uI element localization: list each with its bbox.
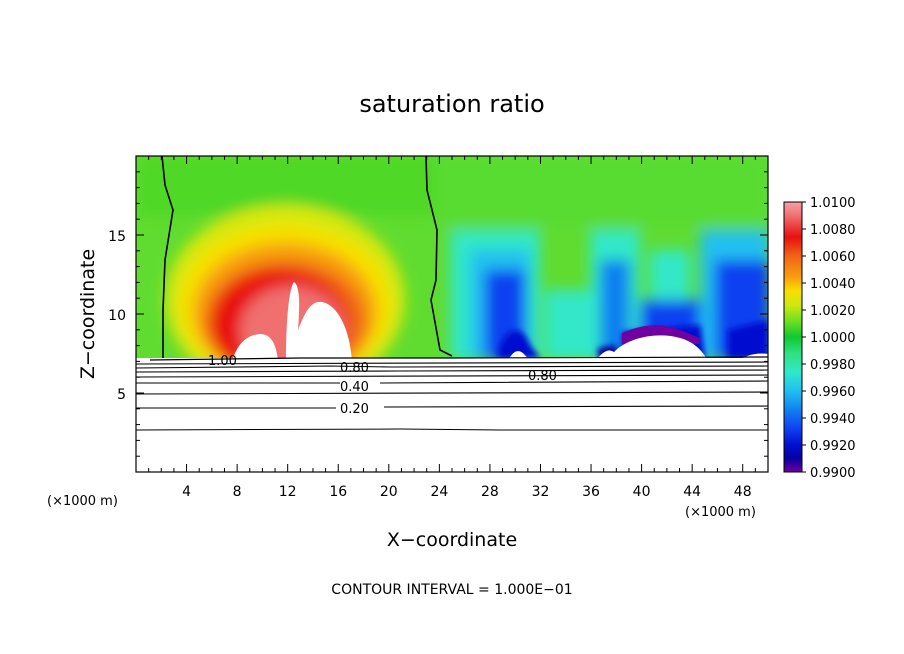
x-tick-label: 24 <box>430 484 448 500</box>
colorbar-label: 1.0020 <box>810 304 856 319</box>
colorbar-label: 0.9960 <box>810 385 856 400</box>
colorbar-label: 0.9940 <box>810 412 856 427</box>
x-tick-label: 40 <box>633 484 651 500</box>
contour-label: 0.80 <box>340 361 369 376</box>
x-unit-right: (×1000 m) <box>685 505 756 520</box>
x-tick-label: 8 <box>233 484 242 500</box>
colorbar-ticks <box>802 201 806 473</box>
colorbar <box>783 201 803 473</box>
y-axis-label: Z−coordinate <box>77 249 99 379</box>
colorbar-label: 1.0100 <box>810 196 856 211</box>
x-unit-left: (×1000 m) <box>47 494 118 509</box>
colorbar-label: 1.0040 <box>810 277 856 292</box>
contour-field <box>136 156 768 472</box>
y-tick-label: 15 <box>108 229 126 245</box>
x-tick-label: 44 <box>683 484 701 500</box>
x-tick-label: 12 <box>279 484 297 500</box>
contour-label: 0.40 <box>340 380 369 395</box>
x-tick-label: 32 <box>532 484 550 500</box>
colorbar-label: 0.9900 <box>810 466 856 481</box>
y-tick-label: 10 <box>108 308 126 324</box>
x-tick-labels: 4 8 12 16 20 24 28 32 36 40 44 48 <box>182 484 752 500</box>
contour-labels: 1.00 0.80 0.40 0.20 0.80 <box>208 354 557 417</box>
y-tick-label: 5 <box>117 387 126 403</box>
colorbar-labels: 1.0100 1.0080 1.0060 1.0040 1.0020 1.0000 0.99… <box>810 196 856 481</box>
contour-label: 1.00 <box>208 354 237 369</box>
axis-ticks <box>136 156 768 472</box>
x-tick-label: 48 <box>734 484 752 500</box>
x-tick-label: 36 <box>582 484 600 500</box>
x-tick-label: 20 <box>380 484 398 500</box>
colorbar-label: 1.0080 <box>810 223 856 238</box>
y-tick-labels: 5 10 15 <box>108 229 126 403</box>
contour-interval-note: CONTOUR INTERVAL = 1.000E−01 <box>331 582 572 598</box>
colorbar-label: 1.0060 <box>810 250 856 265</box>
contour-label: 0.20 <box>340 402 369 417</box>
colorbar-label: 1.0000 <box>810 331 856 346</box>
x-tick-label: 16 <box>329 484 347 500</box>
x-tick-label: 4 <box>182 484 191 500</box>
x-axis-label: X−coordinate <box>387 529 517 551</box>
x-tick-label: 28 <box>481 484 499 500</box>
colorbar-label: 0.9920 <box>810 439 856 454</box>
colorbar-label: 0.9980 <box>810 358 856 373</box>
chart-title: saturation ratio <box>359 90 544 118</box>
contour-label: 0.80 <box>528 369 557 384</box>
